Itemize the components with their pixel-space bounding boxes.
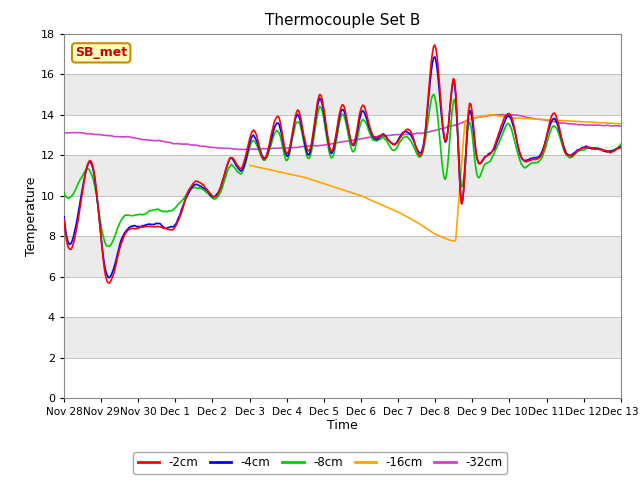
Text: SB_met: SB_met	[75, 47, 127, 60]
Bar	[64, 236, 621, 277]
Title: Thermocouple Set B: Thermocouple Set B	[265, 13, 420, 28]
X-axis label: Time: Time	[327, 419, 358, 432]
Bar	[64, 317, 621, 358]
Y-axis label: Temperature: Temperature	[25, 176, 38, 256]
Bar	[64, 74, 621, 115]
Bar	[64, 155, 621, 196]
Bar	[64, 0, 621, 34]
Legend: -2cm, -4cm, -8cm, -16cm, -32cm: -2cm, -4cm, -8cm, -16cm, -32cm	[133, 452, 507, 474]
